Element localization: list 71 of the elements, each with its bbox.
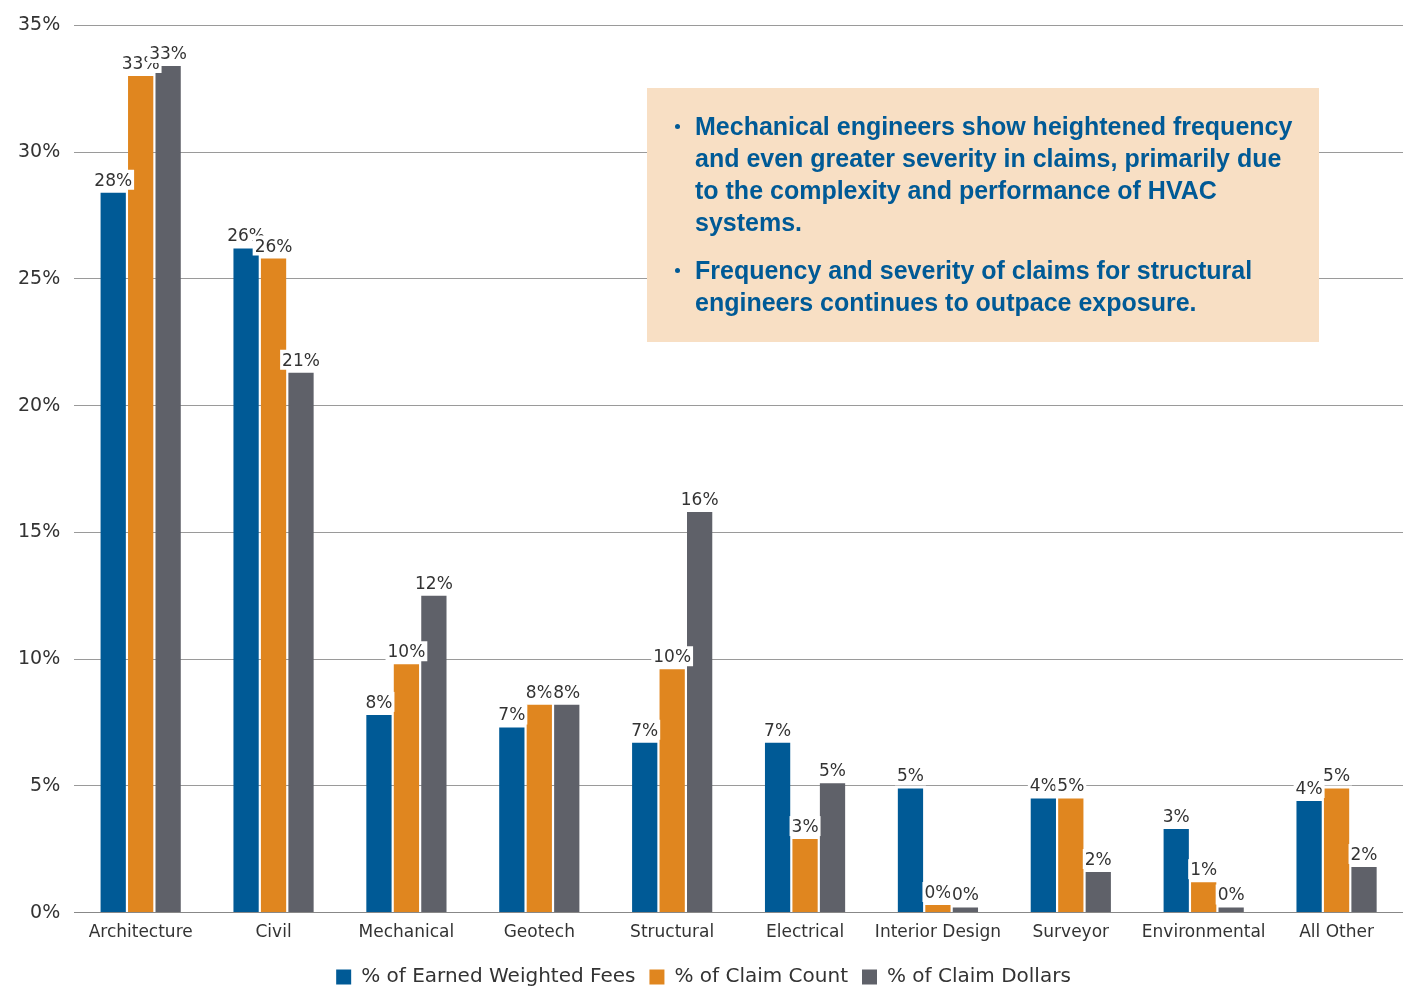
- data-label: 16%: [680, 489, 719, 510]
- bar: [792, 839, 818, 913]
- bar: [1323, 788, 1350, 913]
- data-label: 0%: [1217, 884, 1245, 905]
- data-label: 7%: [498, 704, 526, 725]
- bar: [393, 664, 420, 913]
- bar: [1191, 882, 1217, 913]
- y-tick-label: 30%: [18, 139, 61, 162]
- bar: [925, 905, 951, 913]
- data-label: 5%: [1323, 765, 1351, 786]
- bar: [659, 669, 685, 913]
- data-label: 1%: [1190, 859, 1218, 880]
- data-label: 7%: [764, 719, 792, 740]
- x-tick-label: Electrical: [765, 921, 845, 942]
- bar: [288, 372, 314, 913]
- data-label: 5%: [819, 760, 847, 781]
- y-tick-label: 35%: [18, 12, 61, 35]
- data-label: 28%: [94, 169, 133, 190]
- bar: [1085, 872, 1111, 913]
- legend-label: % of Claim Count: [674, 963, 849, 988]
- data-label: 8%: [365, 691, 393, 712]
- data-label: 4%: [1295, 777, 1323, 798]
- bar: [1058, 798, 1084, 913]
- data-label: 8%: [553, 681, 581, 702]
- bar: [1030, 798, 1056, 913]
- bar: [632, 742, 658, 913]
- x-tick-label: All Other: [1299, 921, 1374, 942]
- data-label: 2%: [1350, 843, 1378, 864]
- bar: [366, 714, 392, 913]
- data-label: 5%: [1057, 775, 1085, 796]
- data-label: 3%: [791, 816, 819, 837]
- x-tick-label: Civil: [255, 921, 292, 942]
- data-label: 4%: [1029, 775, 1057, 796]
- y-tick-label: 0%: [30, 899, 61, 922]
- x-tick-label: Environmental: [1141, 921, 1266, 942]
- x-tick-label: Geotech: [503, 921, 575, 942]
- data-label: 10%: [653, 646, 692, 667]
- data-label: 10%: [387, 641, 426, 662]
- x-tick-label: Surveyor: [1032, 921, 1110, 942]
- y-tick-label: 15%: [18, 519, 61, 542]
- bar: [554, 704, 580, 913]
- y-tick-label: 5%: [30, 772, 61, 795]
- bar: [764, 742, 791, 913]
- y-tick-label: 10%: [18, 646, 61, 669]
- annotation: Frequency and severity of claims for structural engineers continues to outpace exposure.: [695, 255, 1254, 318]
- y-tick-label: 20%: [18, 392, 61, 415]
- bar: [100, 192, 126, 913]
- bar: [526, 704, 552, 913]
- annotation: Mechanical engineers show heightened frequency and even greater severity in claims, primarily due to the complexity and performance of HVAC systems.: [695, 111, 1294, 238]
- legend-label: % of Claim Dollars: [887, 963, 1071, 988]
- data-label: 2%: [1084, 848, 1112, 869]
- bar: [499, 727, 525, 913]
- x-tick-label: Structural: [630, 921, 715, 942]
- x-tick-label: Mechanical: [358, 921, 455, 942]
- y-tick-label: 25%: [18, 265, 61, 288]
- data-label: 21%: [282, 349, 320, 370]
- data-label: 0%: [924, 881, 952, 902]
- bar: [1163, 828, 1189, 913]
- data-label: 3%: [1162, 805, 1190, 826]
- data-label: 12%: [414, 572, 453, 593]
- callout-box: Mechanical engineers show heightened frequency and even greater severity in claims, primarily due to the complexity and performance of HVAC systems. Frequency and severity of claims for structural engineers continues to outpace exposure.: [647, 88, 1319, 342]
- data-label: 8%: [525, 681, 553, 702]
- x-tick-label: Interior Design: [874, 921, 1001, 942]
- data-label: 7%: [631, 719, 659, 740]
- x-tick-label: Architecture: [88, 921, 193, 942]
- legend-label: % of Earned Weighted Fees: [361, 963, 636, 988]
- data-label: 5%: [896, 765, 924, 786]
- bar: [897, 788, 924, 913]
- bar: [1351, 866, 1377, 913]
- data-label: 0%: [951, 884, 979, 905]
- bar: [819, 783, 846, 913]
